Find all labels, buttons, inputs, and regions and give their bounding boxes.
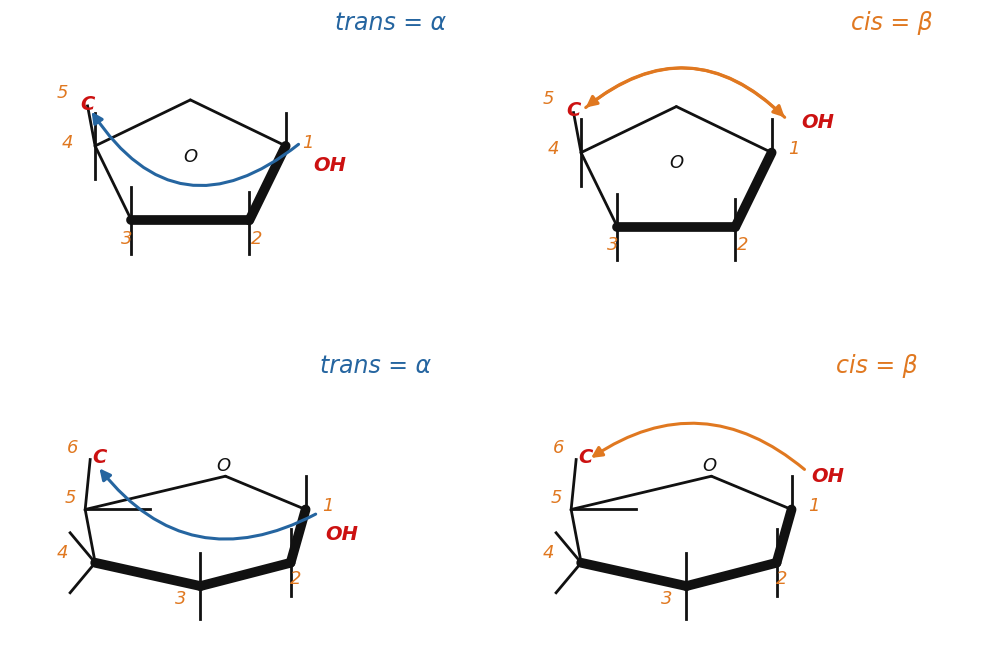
Text: 1: 1 (809, 497, 820, 515)
Text: cis = β: cis = β (836, 354, 918, 378)
Text: 6: 6 (67, 439, 78, 457)
Text: OH: OH (314, 157, 347, 175)
Text: OH: OH (802, 113, 835, 132)
Text: C: C (80, 95, 94, 114)
Text: trans = α: trans = α (321, 354, 431, 378)
Text: 2: 2 (290, 570, 302, 589)
Text: O: O (215, 457, 230, 476)
Text: 2: 2 (252, 230, 263, 248)
Text: C: C (92, 448, 107, 468)
Text: 1: 1 (789, 141, 800, 159)
Text: trans = α: trans = α (336, 11, 446, 35)
Text: 2: 2 (776, 570, 788, 589)
Text: 5: 5 (543, 91, 554, 109)
Text: 3: 3 (174, 590, 186, 609)
Text: cis = β: cis = β (851, 11, 933, 35)
Text: 5: 5 (64, 489, 76, 507)
Text: 1: 1 (323, 497, 334, 515)
Text: O: O (669, 154, 683, 172)
Text: 5: 5 (57, 84, 68, 102)
Text: O: O (183, 147, 197, 166)
Text: C: C (578, 448, 593, 468)
Text: 3: 3 (120, 230, 132, 248)
Text: 3: 3 (606, 236, 618, 254)
Text: 4: 4 (57, 543, 68, 562)
Text: 1: 1 (303, 134, 314, 152)
Text: 2: 2 (737, 236, 748, 254)
Text: 6: 6 (553, 439, 564, 457)
Text: 4: 4 (543, 543, 554, 562)
Text: OH: OH (812, 467, 845, 486)
Text: O: O (701, 457, 716, 476)
Text: 4: 4 (548, 141, 559, 159)
Text: 5: 5 (550, 489, 562, 507)
Text: OH: OH (326, 525, 359, 544)
Text: C: C (566, 101, 580, 121)
Text: 4: 4 (62, 134, 73, 152)
Text: 3: 3 (660, 590, 672, 609)
